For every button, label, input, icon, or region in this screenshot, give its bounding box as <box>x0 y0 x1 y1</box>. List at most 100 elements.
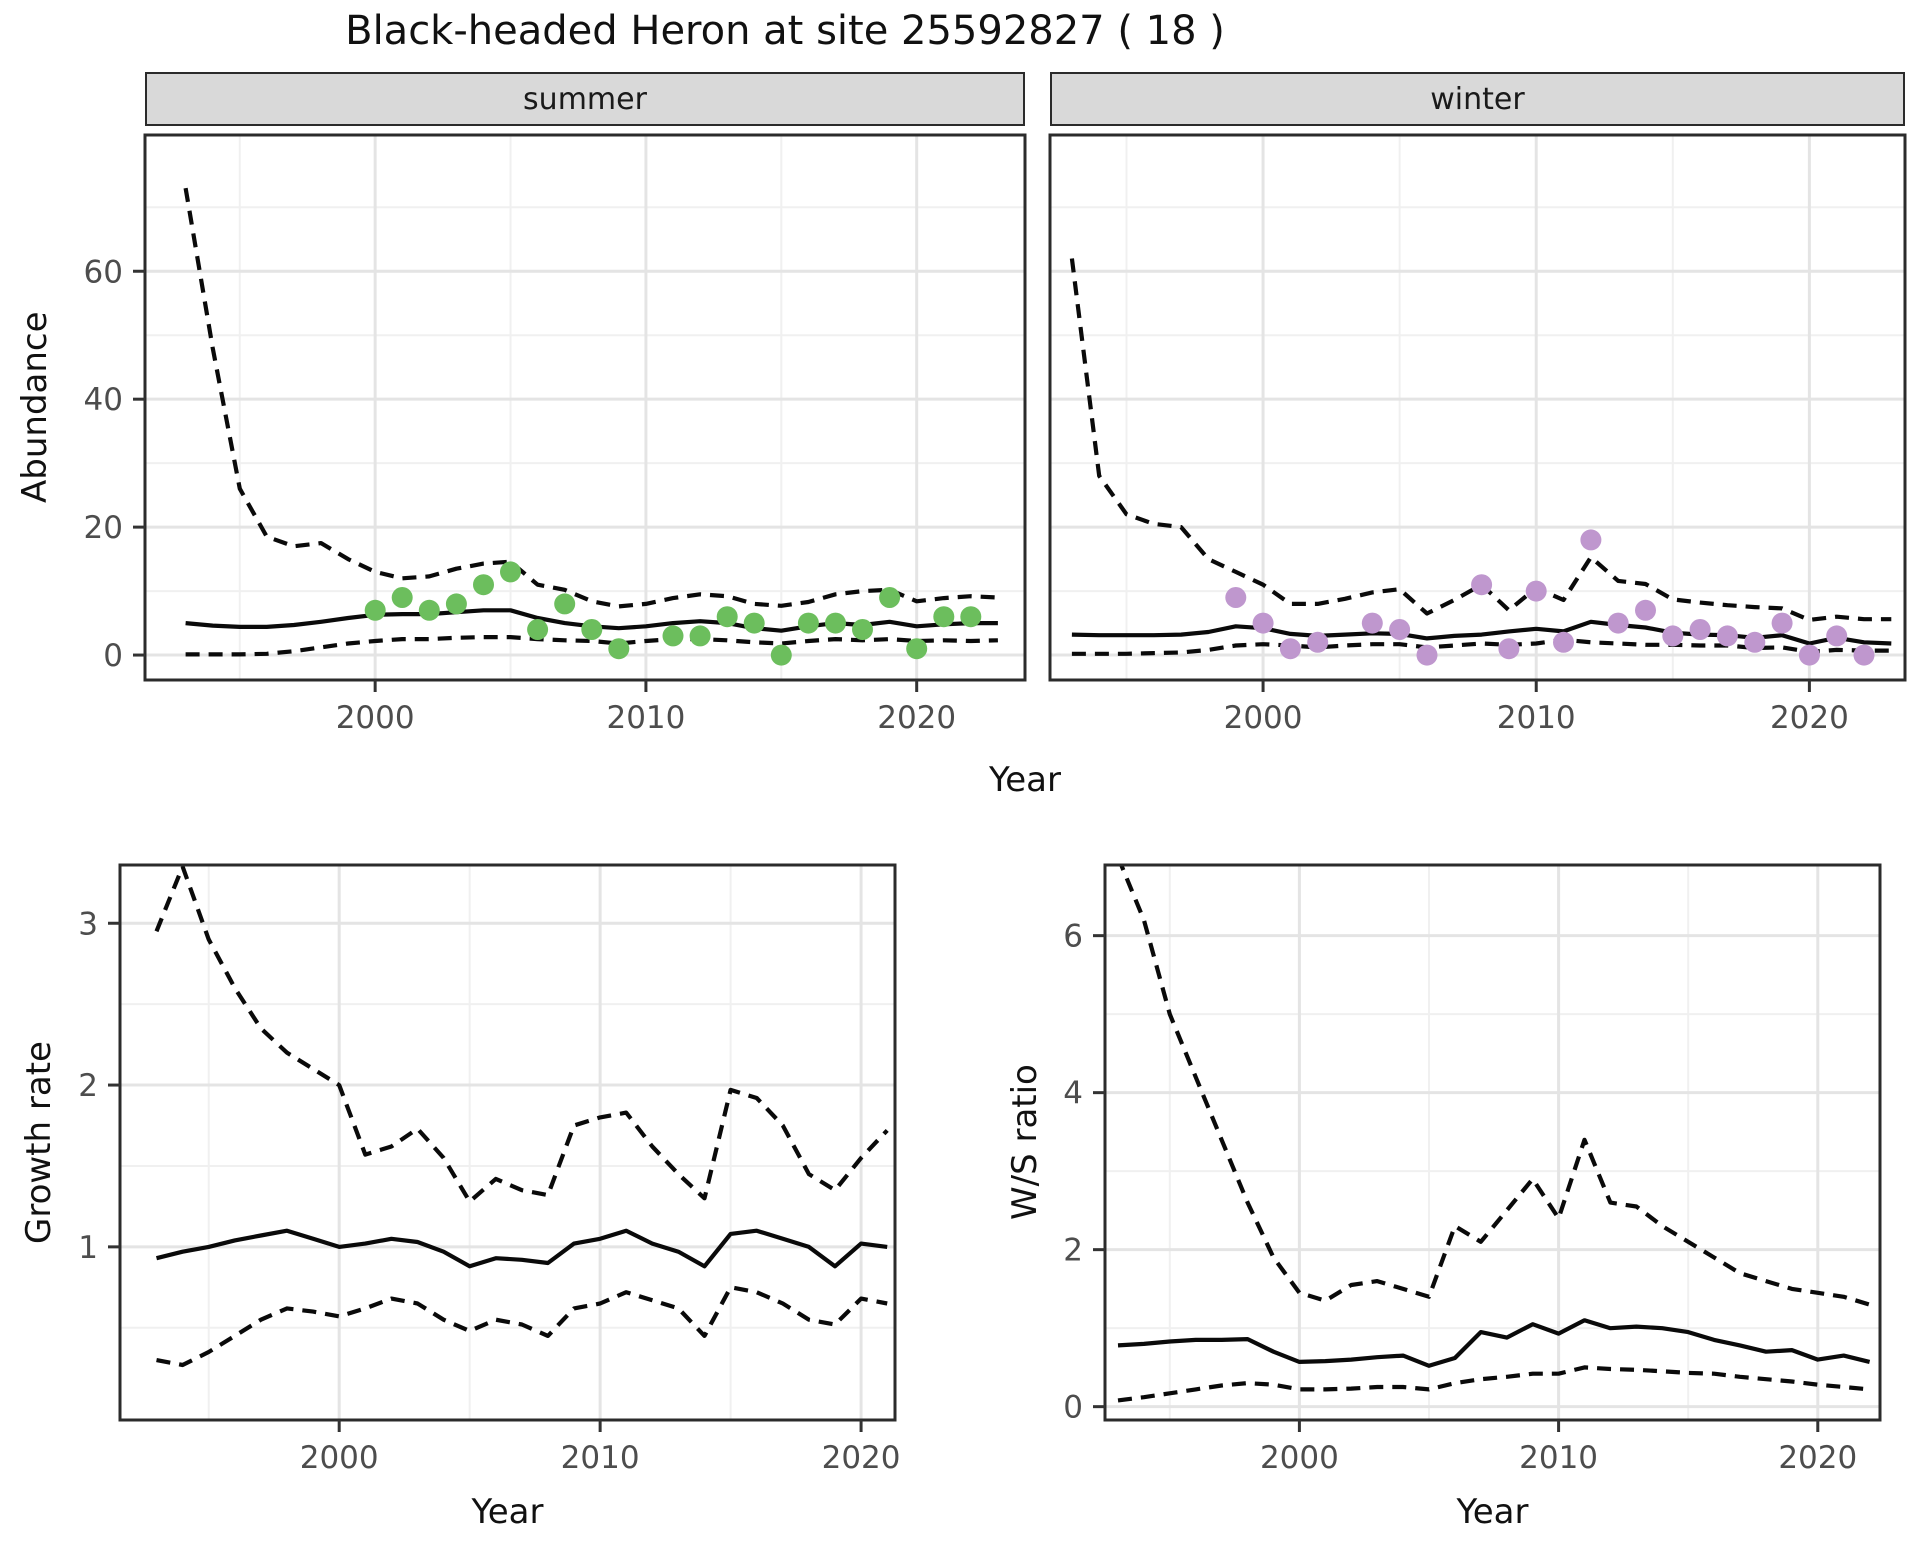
abundance-winter-panel: 2000 2010 2020 <box>1048 133 1907 736</box>
data-point <box>473 574 494 596</box>
data-point <box>527 619 549 640</box>
data-point <box>906 638 928 660</box>
data-point <box>500 561 521 583</box>
x-tick-label: 2000 <box>1224 700 1303 736</box>
data-point <box>364 599 386 621</box>
growth-rate-median-line <box>155 1228 888 1269</box>
data-point <box>1361 612 1383 634</box>
ws-ratio-panel: 2000 2010 2020 0 2 4 6 <box>1063 863 1882 1476</box>
x-axis-ticks: 2000 2010 2020 <box>1224 680 1849 736</box>
x-axis-ticks: 2000 2010 2020 <box>1260 1420 1857 1476</box>
data-point <box>1225 587 1247 608</box>
growth-rate-lower_ci-line <box>156 1285 888 1368</box>
abundance-summer-observed-counts <box>364 561 982 666</box>
y-tick-label: 20 <box>84 510 123 546</box>
panel-border <box>118 863 897 1422</box>
data-point <box>1798 644 1820 666</box>
data-point <box>1635 599 1656 621</box>
x-tick-label: 2010 <box>561 1440 640 1476</box>
x-tick-label: 2000 <box>300 1440 379 1476</box>
data-point <box>1689 619 1711 640</box>
abundance-winter-plot-area: 2000 2010 2020 <box>1048 133 1907 736</box>
data-point <box>770 644 792 666</box>
grid-minor <box>145 135 1025 680</box>
x-tick-label: 2010 <box>1519 1440 1598 1476</box>
panel-border <box>143 133 1027 682</box>
grid-minor <box>1050 135 1905 680</box>
panel-border <box>1048 133 1907 682</box>
data-point <box>1553 631 1574 653</box>
abundance-summer-panel: 2000 2010 2020 0 20 40 60 <box>84 133 1027 736</box>
y-tick-label: 2 <box>78 1068 98 1104</box>
data-point <box>1607 612 1629 634</box>
data-point <box>608 638 630 660</box>
data-point <box>1471 574 1493 596</box>
ws-year-axis-title: Year <box>1456 1492 1529 1532</box>
data-point <box>1580 529 1602 551</box>
x-tick-label: 2020 <box>1770 700 1849 736</box>
top-year-axis-title: Year <box>989 760 1061 800</box>
x-tick-label: 2020 <box>822 1440 901 1476</box>
data-point <box>1826 625 1848 647</box>
data-point <box>1498 638 1520 660</box>
grid-major <box>120 865 895 1420</box>
plot-title: Black-headed Heron at site 25592827 ( 18… <box>345 8 1225 54</box>
facet-strip-summer: summer <box>145 72 1025 126</box>
data-point <box>933 606 955 628</box>
y-tick-label: 3 <box>78 906 98 942</box>
y-tick-label: 0 <box>1063 1390 1083 1426</box>
data-point <box>1853 644 1875 666</box>
growth-rate-panel: 2000 2010 2020 1 2 3 <box>78 863 901 1476</box>
panel-border <box>1103 863 1882 1422</box>
facet-strip-summer-label: summer <box>523 81 647 117</box>
x-axis-ticks: 2000 2010 2020 <box>300 1420 901 1476</box>
y-axis-ticks: 0 2 4 6 <box>1063 919 1105 1426</box>
data-point <box>1771 612 1793 634</box>
grid-major <box>145 135 1025 680</box>
growth-rate-axis-title: Growth rate <box>19 1041 59 1244</box>
growth-rate-plot-area: 2000 2010 2020 1 2 3 <box>78 863 901 1476</box>
data-point <box>445 593 467 615</box>
abundance-axis-title: Abundance <box>15 311 55 504</box>
data-point <box>1744 631 1766 653</box>
growth-rate-upper_ci-line <box>154 865 889 1204</box>
abundance-summer-lower_ci-line <box>185 635 998 657</box>
ws-ratio-median-line <box>1117 1318 1871 1368</box>
x-tick-label: 2020 <box>1778 1440 1857 1476</box>
y-tick-label: 6 <box>1063 919 1083 955</box>
data-point <box>1716 625 1738 647</box>
facet-strip-winter: winter <box>1050 72 1905 126</box>
x-tick-label: 2020 <box>877 700 956 736</box>
abundance-summer-upper_ci-line <box>183 187 999 609</box>
data-point <box>391 587 413 608</box>
data-point <box>1389 619 1411 640</box>
data-point <box>418 599 440 621</box>
y-tick-label: 40 <box>84 382 123 418</box>
y-tick-label: 4 <box>1063 1076 1083 1112</box>
x-tick-label: 2010 <box>1497 700 1576 736</box>
data-point <box>960 606 982 628</box>
data-point <box>825 612 846 634</box>
data-point <box>879 587 901 608</box>
y-tick-label: 2 <box>1063 1233 1083 1269</box>
data-point <box>716 606 738 628</box>
data-point <box>1662 625 1684 647</box>
y-axis-ticks: 1 2 3 <box>78 906 120 1266</box>
y-axis-ticks: 0 20 40 60 <box>84 254 145 674</box>
x-tick-label: 2000 <box>1260 1440 1339 1476</box>
data-point <box>743 612 765 634</box>
ws-ratio-lower_ci-line <box>1117 1365 1870 1403</box>
data-point <box>797 612 819 634</box>
data-point <box>689 625 711 647</box>
y-tick-label: 1 <box>78 1230 98 1266</box>
y-tick-label: 0 <box>103 638 123 674</box>
x-tick-label: 2010 <box>606 700 685 736</box>
data-point <box>1416 644 1438 666</box>
x-axis-ticks: 2000 2010 2020 <box>336 680 956 736</box>
data-point <box>1525 580 1547 602</box>
data-point <box>1307 631 1329 653</box>
x-tick-label: 2000 <box>336 700 415 736</box>
ws-ratio-axis-title: W/S ratio <box>1005 1064 1045 1221</box>
data-point <box>1279 638 1301 660</box>
